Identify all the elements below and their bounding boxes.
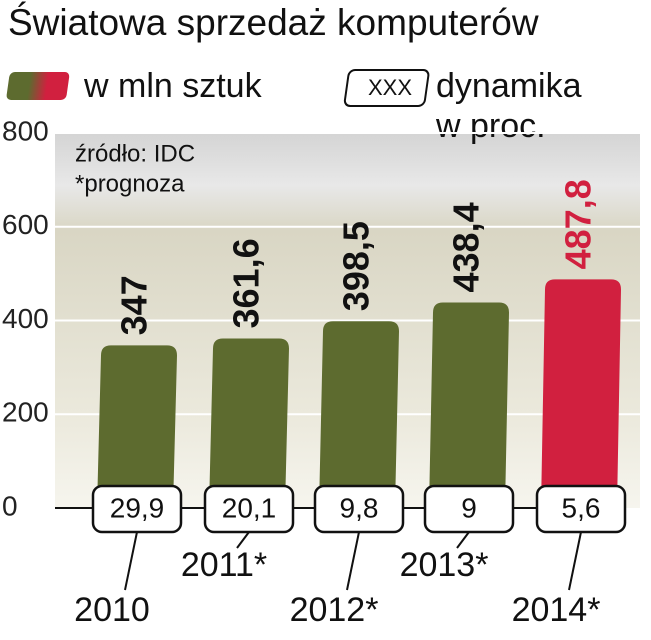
growth-box <box>313 484 405 534</box>
growth-box <box>423 484 515 534</box>
bar <box>209 338 289 508</box>
x-tick-label: 2010 <box>74 591 150 629</box>
y-tick-label: 200 <box>2 397 49 428</box>
growth-label: 5,6 <box>562 492 601 523</box>
legend-box <box>343 69 430 107</box>
growth-label: 9 <box>461 492 477 523</box>
growth-label: 9,8 <box>340 492 379 523</box>
legend-swatch <box>6 72 70 100</box>
bar <box>541 279 621 508</box>
leader-line <box>568 531 582 591</box>
value-label: 398,5 <box>336 221 377 311</box>
x-tick-label: 2013* <box>400 546 489 584</box>
legend-label: dynamika <box>436 67 582 105</box>
y-tick-label: 800 <box>2 115 49 146</box>
leader-line <box>456 531 470 549</box>
leader-line <box>346 531 360 591</box>
x-tick-label: 2012* <box>290 591 379 629</box>
legend-label: w proc. <box>435 107 546 145</box>
annotation: źródło: IDC <box>75 140 195 167</box>
bar <box>429 302 509 508</box>
growth-box <box>535 484 627 534</box>
y-tick-label: 600 <box>2 209 49 240</box>
value-label: 487,8 <box>558 179 599 269</box>
growth-label: 20,1 <box>222 492 277 523</box>
growth-box <box>203 484 295 534</box>
leader-line <box>236 531 250 549</box>
legend-box-label: XXX <box>368 75 412 100</box>
legend-label: w mln sztuk <box>83 67 263 105</box>
annotation: *prognoza <box>75 170 185 197</box>
bar <box>97 345 177 508</box>
y-tick-label: 400 <box>2 303 49 334</box>
bar <box>319 321 399 508</box>
growth-box <box>91 484 183 534</box>
chart-title: Światowa sprzedaż komputerów <box>8 1 539 43</box>
y-tick-label: 0 <box>2 490 18 521</box>
value-label: 438,4 <box>446 202 487 292</box>
x-tick-label: 2011* <box>181 546 267 584</box>
growth-label: 29,9 <box>110 492 165 523</box>
x-tick-label: 2014* <box>512 591 601 629</box>
value-label: 361,6 <box>226 238 267 328</box>
leader-line <box>124 531 138 591</box>
value-label: 347 <box>114 275 155 335</box>
